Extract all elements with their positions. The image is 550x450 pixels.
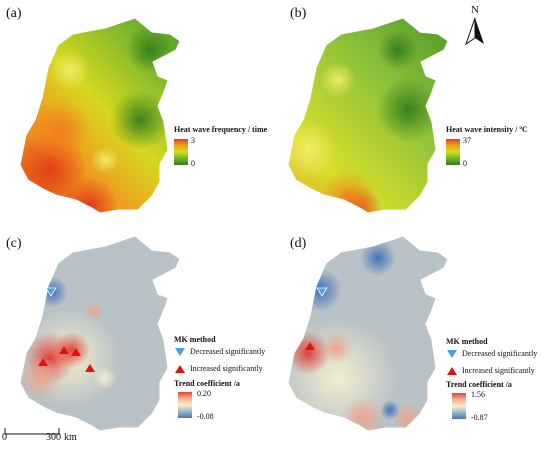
decrease-station-marker <box>45 287 57 297</box>
legend-max-b: 37 <box>463 136 471 145</box>
mk-decreased-c: Decreased significantly <box>190 347 266 356</box>
legend-max-c: 0.20 <box>197 389 211 398</box>
legend-min-d: -0.87 <box>471 413 488 422</box>
region-boundary <box>287 235 449 432</box>
legend-ramp-c <box>178 392 192 418</box>
region-boundary <box>19 235 181 432</box>
legend-max-a: 3 <box>191 136 195 145</box>
increase-station-marker <box>85 364 95 372</box>
region-boundary <box>19 17 181 214</box>
legend-max-d: 1.56 <box>471 390 485 399</box>
decrease-station-marker <box>316 287 328 297</box>
legend-min-a: 0 <box>191 159 195 168</box>
decrease-triangle-icon <box>447 350 457 358</box>
trend-frequency-surface <box>20 236 180 431</box>
mk-increased-d: Increased significantly <box>462 366 535 375</box>
legend-ramp-b <box>446 139 460 165</box>
map-panel-a <box>19 17 181 214</box>
increase-triangle-icon <box>447 367 457 375</box>
north-label: N <box>471 4 479 16</box>
legend-title-d: Trend coefficient /a <box>446 380 512 389</box>
legend-title-c: Trend coefficient /a <box>174 379 240 388</box>
increase-triangle-icon <box>175 365 185 373</box>
legend-ramp-a <box>174 139 188 165</box>
mk-decreased-d: Decreased significantly <box>462 349 538 358</box>
increase-station-marker <box>71 348 81 356</box>
legend-min-c: -0.08 <box>197 412 214 421</box>
panel-label-d: (d) <box>290 236 307 251</box>
decrease-triangle-icon <box>175 348 185 356</box>
scale-unit: km <box>64 432 77 443</box>
map-panel-d <box>287 235 449 432</box>
mk-increased-c: Increased significantly <box>190 364 263 373</box>
scale-end: 300 <box>46 432 61 443</box>
legend-min-b: 0 <box>463 159 467 168</box>
scale-zero: 0 <box>2 432 7 443</box>
scale-bar <box>4 428 60 435</box>
increase-station-marker <box>59 346 69 354</box>
increase-station-marker <box>305 342 315 350</box>
legend-title-a: Heat wave frequency / time <box>174 125 268 134</box>
panel-label-b: (b) <box>290 6 307 21</box>
increase-station-marker <box>38 358 48 366</box>
legend-ramp-d <box>452 393 466 419</box>
heat-wave-frequency-surface <box>20 18 180 213</box>
map-panel-c <box>19 235 181 432</box>
north-arrow-icon <box>465 17 484 46</box>
mk-title-c: MK method <box>174 335 216 344</box>
region-boundary <box>287 17 449 214</box>
map-panel-b <box>287 17 449 214</box>
legend-title-b: Heat wave intensity / ºC <box>446 125 528 134</box>
panel-label-c: (c) <box>6 236 22 251</box>
panel-label-a: (a) <box>6 6 22 21</box>
mk-title-d: MK method <box>446 337 488 346</box>
